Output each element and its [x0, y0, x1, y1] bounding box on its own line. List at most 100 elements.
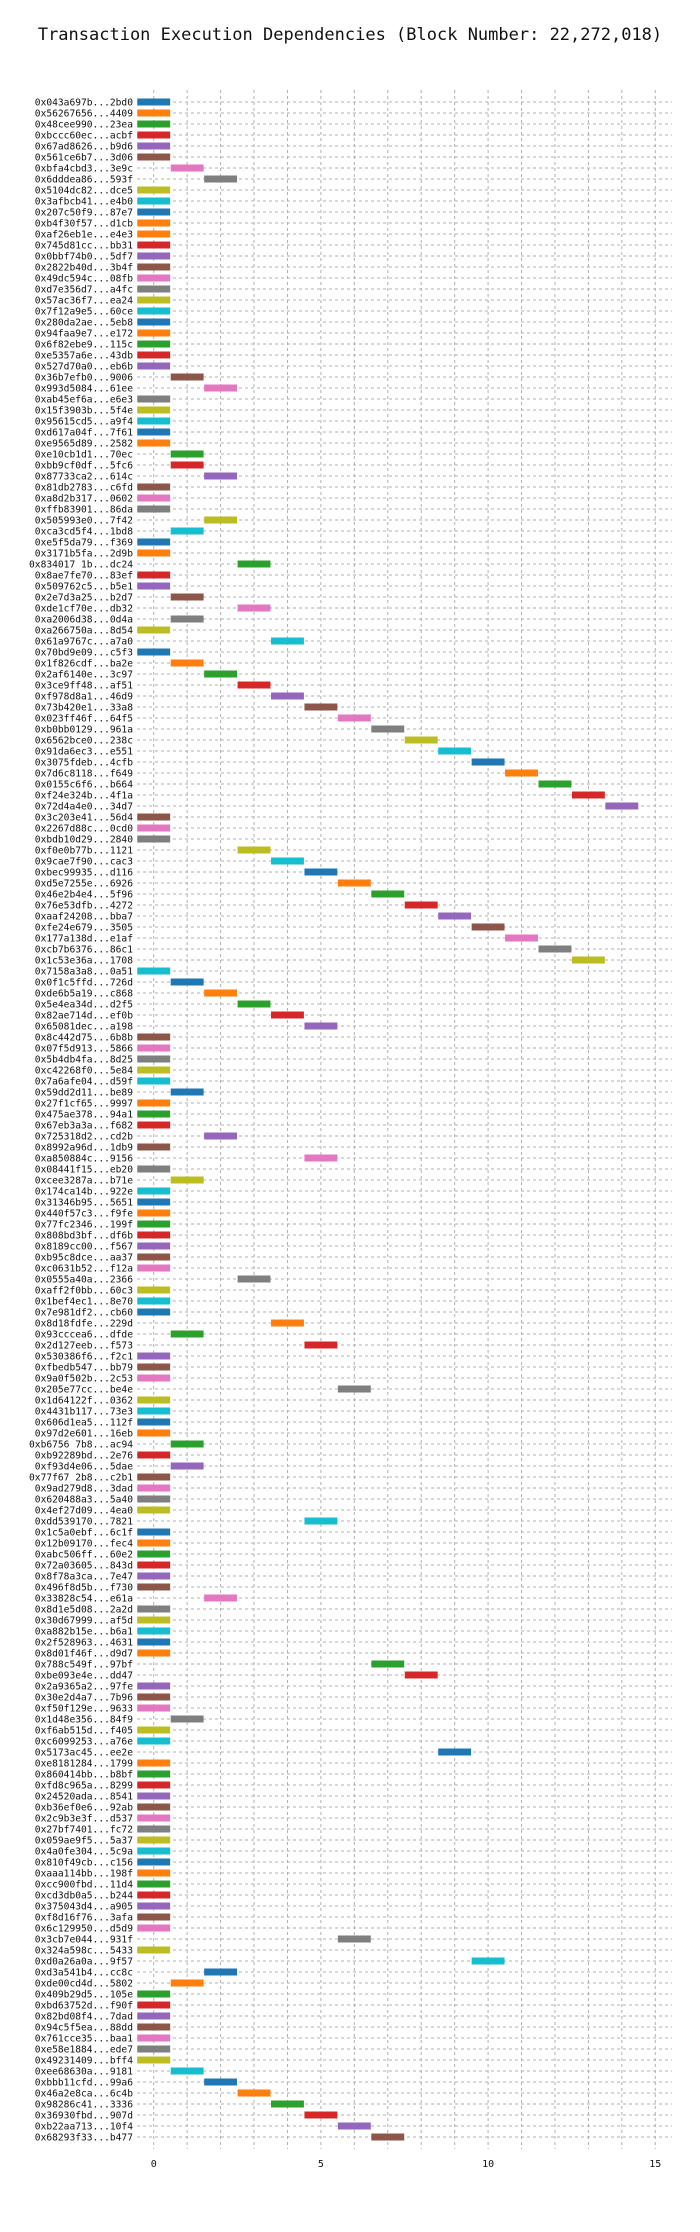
y-tick-label: 0x46e2b4e4...5f96: [35, 889, 133, 900]
bar: [137, 1121, 171, 1129]
bar: [137, 351, 171, 359]
y-tick-label: 0x440f57c3...f9fe: [35, 1208, 133, 1219]
bar: [304, 1341, 338, 1349]
y-tick-label: 0xcd3db0a5...b244: [35, 1890, 133, 1901]
y-tick-label: 0xf0e0b77b...1121: [35, 845, 133, 856]
bar: [137, 1891, 171, 1899]
y-tick-label: 0xbb9cf0df...5fc6: [35, 460, 133, 471]
y-tick-label: 0x788c549f...97bf: [35, 1659, 133, 1670]
bar: [137, 1407, 171, 1415]
y-tick-label: 0x67eb3a3a...f682: [35, 1120, 133, 1131]
y-tick-label: 0x27f1cf65...9997: [35, 1098, 133, 1109]
y-tick-label: 0xa8d2b317...0602: [35, 493, 133, 504]
bar: [271, 2100, 304, 2108]
bar: [170, 1176, 204, 1184]
bar: [137, 241, 171, 249]
y-tick-label: 0xb6756 7b8...ac94: [29, 1439, 133, 1450]
bar: [204, 670, 238, 678]
bar: [137, 1869, 171, 1877]
bar: [137, 648, 171, 656]
bar: [137, 1396, 171, 1404]
bar: [137, 483, 171, 491]
y-tick-label: 0x98286c41...3336: [35, 2099, 133, 2110]
bar: [137, 417, 171, 425]
y-tick-label: 0x8d01f46f...d9d7: [35, 1648, 133, 1659]
y-tick-label: 0x65081dec...a198: [35, 1021, 133, 1032]
bar: [137, 208, 171, 216]
y-tick-label: 0x9cae7f90...cac3: [35, 856, 133, 867]
y-tick-label: 0x0bbf74b0...5df7: [35, 251, 133, 262]
y-tick-label: 0xd5e7255e...6926: [35, 878, 133, 889]
bar: [137, 1363, 171, 1371]
y-tick-label: 0x61a9767c...a7a0: [35, 636, 133, 647]
y-tick-label: 0x9a0f502b...2c53: [35, 1373, 133, 1384]
y-tick-label: 0x606d1ea5...112f: [35, 1417, 133, 1428]
bar: [304, 1517, 338, 1525]
y-tick-label: 0x2af6140e...3c97: [35, 669, 133, 680]
y-tick-label: 0x1f826cdf...ba2e: [35, 658, 133, 669]
y-tick-label: 0x8c442d75...6b8b: [35, 1032, 133, 1043]
bar: [137, 813, 171, 821]
y-tick-label: 0x620488a3...5a40: [35, 1494, 133, 1505]
bar: [304, 2111, 338, 2119]
y-tick-label: 0x6562bce0...238c: [35, 735, 133, 746]
bar: [137, 186, 171, 194]
bar: [271, 637, 304, 645]
bar: [137, 1264, 171, 1272]
y-tick-label: 0xf978d8a1...46d9: [35, 691, 133, 702]
y-tick-label: 0x475ae378...94a1: [35, 1109, 133, 1120]
y-tick-label: 0xb92289bd...2e76: [35, 1450, 133, 1461]
y-tick-label: 0x5104dc82...dce5: [35, 185, 133, 196]
bar: [170, 978, 204, 986]
bar: [538, 945, 572, 953]
bar: [137, 1781, 171, 1789]
y-tick-label: 0x6c129950...d5d9: [35, 1923, 133, 1934]
bar: [137, 2034, 171, 2042]
y-tick-label: 0x8f78a3ca...7e47: [35, 1571, 133, 1582]
bar: [170, 593, 204, 601]
bar: [137, 1187, 171, 1195]
y-tick-label: 0x1c5a0ebf...6c1f: [35, 1527, 133, 1538]
bar: [237, 681, 271, 689]
bar: [137, 1099, 171, 1107]
y-tick-label: 0x7e981df2...cb60: [35, 1307, 133, 1318]
bar: [137, 494, 171, 502]
bar: [137, 1924, 171, 1932]
y-tick-label: 0xaaa114bb...198f: [35, 1868, 133, 1879]
y-tick-label: 0x177a138d...e1af: [35, 933, 133, 944]
y-tick-label: 0xaaf24208...bba7: [35, 911, 133, 922]
bars-layer: [137, 98, 639, 2141]
bar: [404, 736, 438, 744]
bar: [137, 307, 171, 315]
y-tick-label: 0x834017 1b...dc24: [29, 559, 133, 570]
y-tick-label: 0x207c50f9...87e7: [35, 207, 133, 218]
y-tick-label: 0x48cee990...23ea: [35, 119, 133, 130]
bar: [505, 769, 538, 777]
y-tick-label: 0xab45ef6a...e6e3: [35, 394, 133, 405]
bar: [137, 1253, 171, 1261]
y-tick-label: 0x2c9b3e3f...d537: [35, 1813, 133, 1824]
y-tick-label: 0x375043d4...a905: [35, 1901, 133, 1912]
y-tick-label: 0xbd63752d...f90f: [35, 2000, 133, 2011]
bar: [137, 1990, 171, 1998]
bar: [237, 846, 271, 854]
y-tick-label: 0x24520ada...8541: [35, 1791, 133, 1802]
bar: [137, 1616, 171, 1624]
bar: [471, 923, 505, 931]
y-tick-label: 0x36b7efb0...9006: [35, 372, 133, 383]
y-tick-label: 0x505993e0...7f42: [35, 515, 133, 526]
bar: [137, 1803, 171, 1811]
y-tick-label: 0xa850884c...9156: [35, 1153, 133, 1164]
bar: [404, 1671, 438, 1679]
bar: [137, 1902, 171, 1910]
y-tick-label: 0x5e4ea34d...d2f5: [35, 999, 133, 1010]
y-tick-label: 0x0555a40a...2366: [35, 1274, 133, 1285]
bar: [137, 1693, 171, 1701]
y-tick-label: 0xee68630a...9181: [35, 2066, 133, 2077]
bar: [137, 1231, 171, 1239]
bar: [137, 582, 171, 590]
y-tick-label: 0x5b4db4fa...8d25: [35, 1054, 133, 1065]
y-tick-label: 0xd7e356d7...a4fc: [35, 284, 133, 295]
y-tick-label: 0xbec99935...d116: [35, 867, 133, 878]
y-tick-label: 0x2d127eeb...f573: [35, 1340, 133, 1351]
